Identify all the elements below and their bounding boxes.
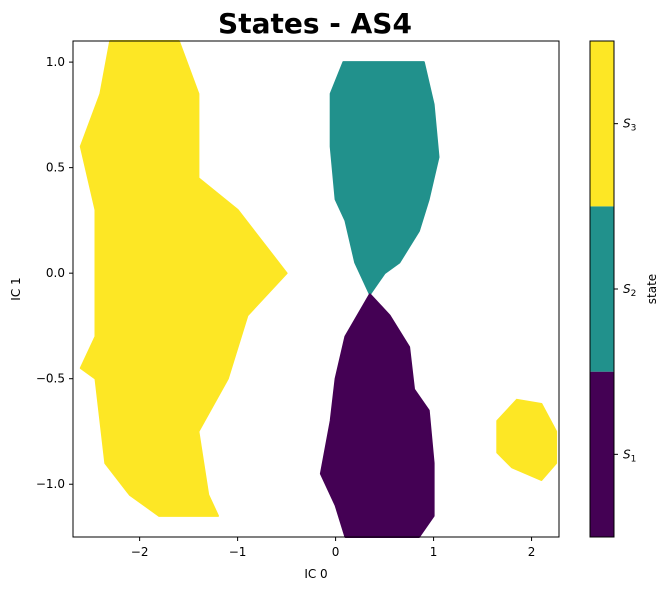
x-tick-label: −2 — [131, 545, 149, 559]
x-tick-label: 0 — [332, 545, 340, 559]
y-tick-label: −0.5 — [36, 372, 65, 386]
region-s2-2 — [329, 61, 440, 296]
x-tick-label: 2 — [528, 545, 536, 559]
chart-title: States - AS4 — [218, 7, 412, 40]
y-tick-label: 0.5 — [46, 161, 65, 175]
colorbar-tick-label: S2 — [623, 282, 636, 299]
colorbar-segment — [590, 206, 614, 372]
colorbar-segments — [590, 41, 614, 537]
colorbar-label: state — [645, 274, 659, 304]
y-axis-label: IC 1 — [9, 277, 23, 300]
region-s3-1 — [496, 398, 558, 481]
colorbar-tick-label: S3 — [623, 117, 636, 134]
y-tick-label: 0.0 — [46, 266, 65, 280]
colorbar-segment — [590, 371, 614, 537]
x-axis-label: IC 0 — [304, 567, 327, 581]
colorbar-ticks: S1 S2 S3 — [614, 117, 636, 464]
x-tick-label: −1 — [229, 545, 247, 559]
colorbar: S1 S2 S3 state — [589, 40, 659, 538]
plot-area — [72, 40, 560, 538]
colorbar-tick-label: S1 — [623, 447, 636, 464]
colorbar-segment — [590, 41, 614, 207]
y-tick-label: 1.0 — [46, 55, 65, 69]
y-axis: −1.0 −0.5 0.0 0.5 1.0 — [36, 55, 73, 491]
region-s3-0 — [79, 40, 288, 517]
y-tick-label: −1.0 — [36, 477, 65, 491]
x-tick-label: 1 — [430, 545, 438, 559]
plot-frame — [72, 40, 560, 538]
x-axis: −2 −1 0 1 2 — [131, 537, 536, 559]
